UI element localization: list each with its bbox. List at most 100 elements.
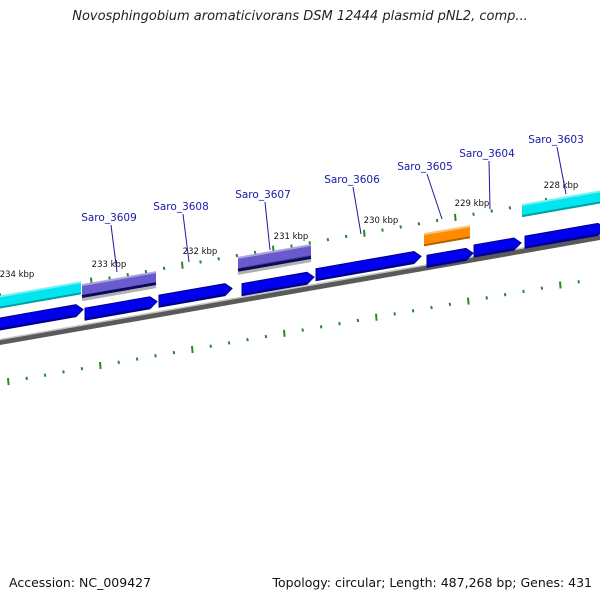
outer-tick bbox=[399, 225, 402, 229]
gene-leader-line bbox=[264, 201, 271, 251]
gene-labels[interactable]: Saro_3603 Saro_3604 Saro_3605 Saro_3606 Saro… bbox=[81, 134, 584, 273]
outer-tick bbox=[381, 228, 384, 232]
outer-tick bbox=[162, 266, 166, 271]
gene-label[interactable]: Saro_3608 bbox=[153, 201, 209, 213]
inner-tick bbox=[246, 338, 249, 342]
outer-tick bbox=[181, 261, 184, 269]
scale-label: 228 kbp bbox=[544, 181, 579, 191]
gene-label[interactable]: Saro_3604 bbox=[459, 148, 515, 160]
feature-track[interactable] bbox=[0, 190, 600, 331]
cyan-feature-left[interactable] bbox=[0, 281, 81, 309]
map-title: Novosphingobium aromaticivorans DSM 1244… bbox=[72, 9, 528, 24]
scale-label: 230 kbp bbox=[364, 216, 399, 226]
outer-tick bbox=[363, 229, 366, 237]
outer-tick bbox=[217, 257, 220, 261]
inner-tick bbox=[80, 367, 84, 371]
cds-arrow-saro-3610[interactable] bbox=[0, 304, 84, 331]
outer-tick bbox=[235, 253, 239, 258]
gene-label[interactable]: Saro_3605 bbox=[397, 161, 453, 173]
outer-tick bbox=[472, 212, 475, 216]
accession-text: Accession: NC_009427 bbox=[9, 575, 152, 590]
cds-arrow-saro-3609-shadow bbox=[85, 306, 151, 321]
inner-tick bbox=[577, 280, 580, 284]
outer-tick bbox=[490, 209, 493, 213]
purple-strip-3609 bbox=[81, 282, 157, 299]
scale-label: 231 kbp bbox=[274, 232, 309, 242]
inner-tick bbox=[522, 289, 525, 294]
inner-tick bbox=[154, 354, 157, 358]
cds-arrow-saro-3607[interactable] bbox=[241, 271, 315, 297]
purple-feature-saro-3609[interactable] bbox=[82, 271, 156, 298]
inner-tick bbox=[375, 313, 378, 321]
cds-arrow-saro-3610-shadow bbox=[0, 314, 77, 331]
cds-arrow-saro-3608-shadow bbox=[159, 293, 226, 308]
inner-tick bbox=[301, 328, 304, 332]
cds-arrow-saro-3605[interactable] bbox=[426, 247, 474, 268]
inner-tick bbox=[227, 341, 231, 345]
gene-label[interactable]: Saro_3603 bbox=[528, 134, 584, 146]
inner-tick bbox=[559, 281, 562, 289]
outer-tick bbox=[144, 269, 148, 274]
inner-tick bbox=[264, 334, 268, 339]
cds-arrow-saro-3609[interactable] bbox=[84, 296, 158, 321]
inner-tick bbox=[62, 370, 65, 374]
topology-summary: Topology: circular; Length: 487,268 bp; … bbox=[272, 575, 593, 590]
inner-tick bbox=[503, 292, 507, 297]
inner-tick bbox=[448, 302, 452, 307]
backbone-dark bbox=[0, 234, 600, 346]
gene-leader-line bbox=[182, 213, 190, 263]
inner-tick bbox=[338, 321, 341, 326]
outer-tick bbox=[308, 241, 311, 245]
scale-label: 232 kbp bbox=[183, 247, 218, 257]
inner-tick bbox=[7, 378, 10, 386]
gene-leader-line bbox=[556, 146, 567, 195]
inner-tick bbox=[283, 329, 286, 337]
orange-feature-saro-3605[interactable] bbox=[424, 225, 470, 247]
outer-tick bbox=[126, 273, 129, 277]
inner-tick bbox=[319, 325, 323, 329]
cds-arrow-saro-3608[interactable] bbox=[158, 283, 233, 308]
cds-arrow-saro-3604-shadow bbox=[474, 248, 515, 258]
outer-tick bbox=[253, 250, 257, 255]
outer-tick bbox=[508, 206, 512, 210]
outer-tick bbox=[108, 276, 111, 280]
scale-labels: 228 kbp 229 kbp 230 kbp 231 kbp 232 kbp 233 k… bbox=[0, 181, 578, 280]
inner-tick bbox=[25, 376, 28, 381]
gene-label[interactable]: Saro_3607 bbox=[235, 189, 291, 201]
inner-tick bbox=[43, 373, 47, 377]
inner-tick bbox=[467, 297, 470, 305]
inner-tick bbox=[411, 309, 415, 313]
cds-arrow-saro-3603[interactable] bbox=[524, 222, 600, 249]
gene-label[interactable]: Saro_3609 bbox=[81, 212, 137, 224]
gene-label[interactable]: Saro_3606 bbox=[324, 174, 380, 186]
inner-tick bbox=[135, 357, 139, 361]
inner-tick bbox=[191, 345, 194, 353]
inner-tick bbox=[172, 350, 176, 355]
inner-tick bbox=[485, 296, 488, 300]
scale-label: 229 kbp bbox=[455, 199, 490, 209]
purple-feature-saro-3607[interactable] bbox=[238, 244, 311, 270]
scale-label: 233 kbp bbox=[92, 260, 127, 270]
inner-tick-ring bbox=[7, 280, 580, 386]
outer-tick bbox=[290, 244, 293, 248]
purple-strip-3607 bbox=[237, 256, 312, 272]
scale-label: 234 kbp bbox=[0, 270, 34, 280]
outer-tick bbox=[199, 260, 202, 264]
cds-arrow-saro-3604[interactable] bbox=[473, 237, 522, 258]
gene-leader-line bbox=[110, 224, 118, 273]
inner-tick bbox=[209, 344, 212, 348]
cds-arrow-saro-3606[interactable] bbox=[315, 251, 422, 282]
cds-arrow-saro-3607-shadow bbox=[242, 282, 308, 296]
inner-tick bbox=[540, 286, 544, 290]
outer-tick bbox=[417, 222, 421, 226]
outer-tick bbox=[326, 237, 330, 242]
gene-leader-line bbox=[488, 160, 491, 210]
gene-leader-line bbox=[426, 173, 443, 220]
cyan-feature-right[interactable] bbox=[522, 190, 600, 218]
cds-arrow-saro-3603-shadow bbox=[525, 233, 599, 249]
cds-arrow-saro-3605-shadow bbox=[427, 258, 467, 268]
outer-tick bbox=[435, 218, 439, 223]
cds-arrow-saro-3606-shadow bbox=[316, 261, 415, 281]
inner-tick bbox=[356, 318, 360, 323]
